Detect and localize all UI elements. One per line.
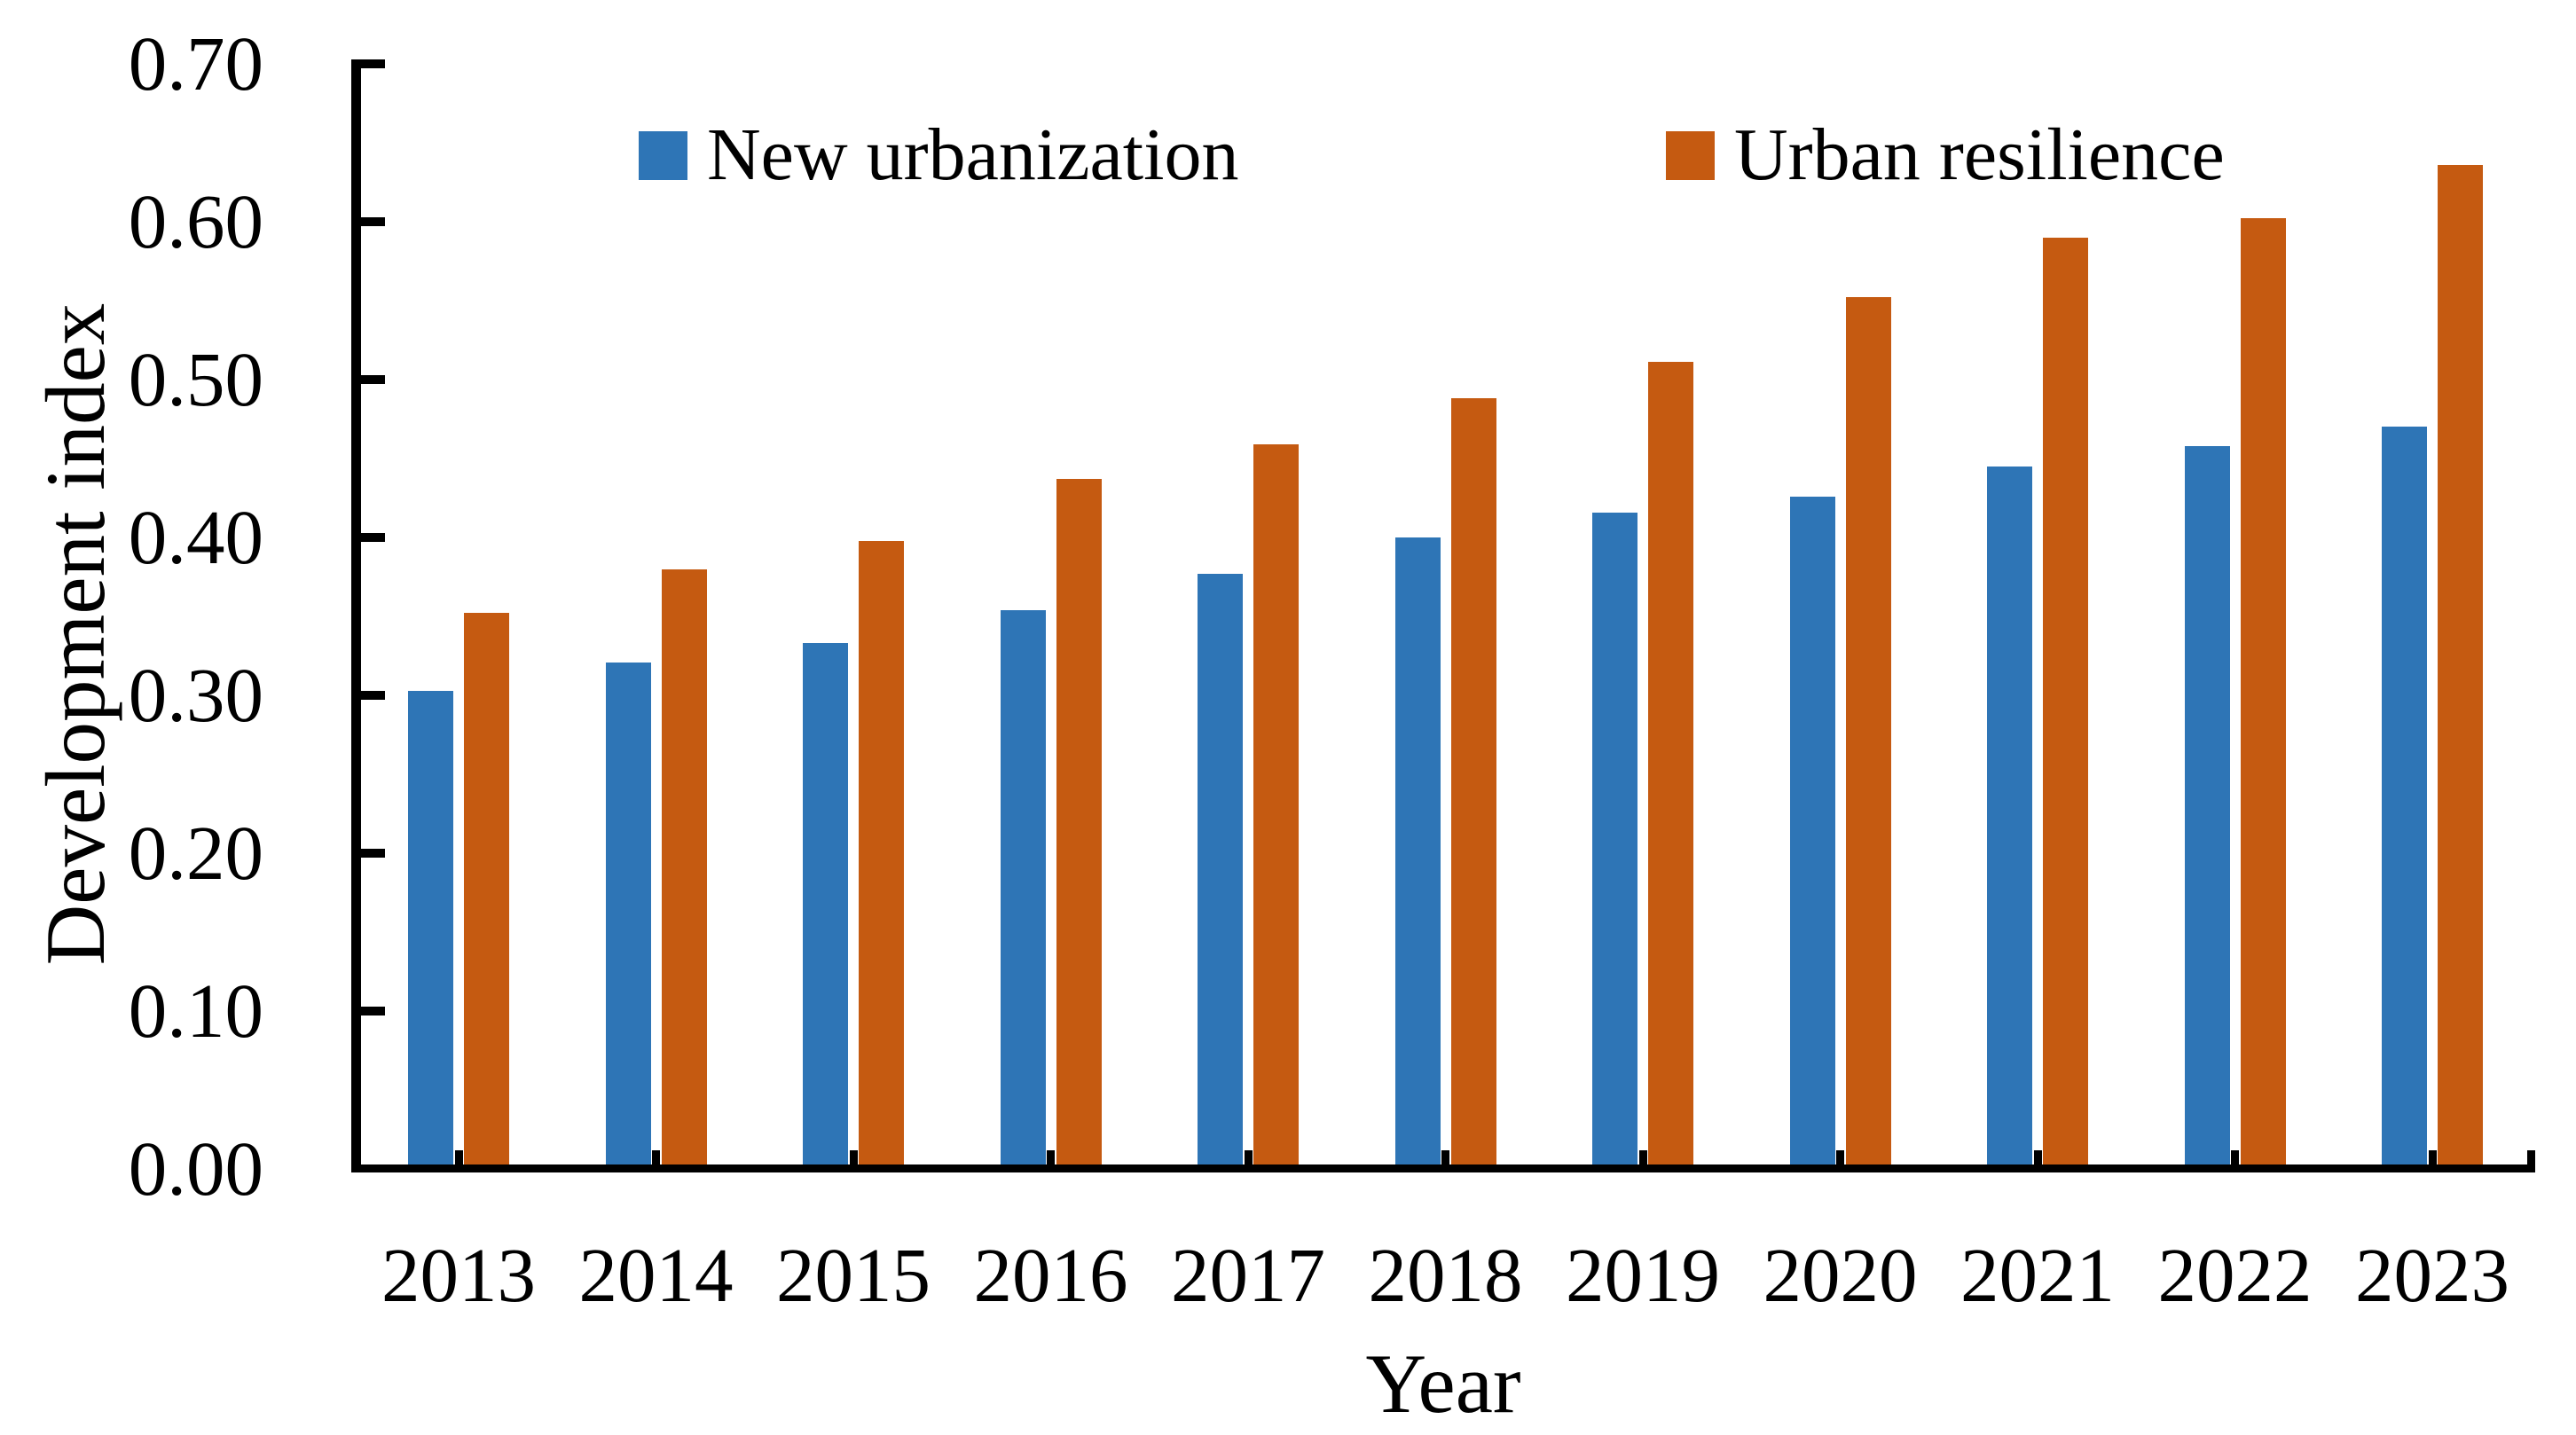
bar-urban-resilience-2014 bbox=[661, 569, 707, 1169]
bar-urban-resilience-2020 bbox=[1845, 297, 1891, 1169]
bar-urban-resilience-2015 bbox=[859, 540, 904, 1169]
bar-urban-resilience-2022 bbox=[2240, 218, 2286, 1169]
bar-new-urbanization-2013 bbox=[408, 690, 453, 1169]
y-axis-tick-0.30 bbox=[361, 691, 385, 700]
legend-swatch-new-urbanization-icon bbox=[639, 130, 687, 180]
y-axis-tick-label-0.00: 0.00 bbox=[128, 1125, 263, 1212]
x-axis-tick-2013 bbox=[454, 1150, 463, 1164]
y-axis-tick-label-0.10: 0.10 bbox=[128, 968, 263, 1054]
bar-urban-resilience-2021 bbox=[2043, 237, 2088, 1169]
y-axis-tick-label-0.20: 0.20 bbox=[128, 810, 263, 896]
bar-new-urbanization-2014 bbox=[605, 662, 651, 1169]
legend-label-new-urbanization: New urbanization bbox=[707, 114, 1239, 196]
x-axis-tick-2017 bbox=[1244, 1150, 1253, 1164]
x-axis-tick-label-2020: 2020 bbox=[1763, 1232, 1918, 1318]
x-axis-tick-2018 bbox=[1441, 1150, 1449, 1164]
bar-new-urbanization-2021 bbox=[1987, 466, 2032, 1169]
bar-urban-resilience-2019 bbox=[1648, 362, 1693, 1169]
y-axis-tick-label-0.50: 0.50 bbox=[128, 336, 263, 422]
x-axis-tick-2020 bbox=[1836, 1150, 1844, 1164]
bar-new-urbanization-2016 bbox=[1000, 609, 1046, 1169]
bar-new-urbanization-2017 bbox=[1198, 573, 1243, 1169]
bar-new-urbanization-2019 bbox=[1592, 512, 1637, 1169]
bar-new-urbanization-2015 bbox=[803, 643, 848, 1169]
x-axis-end-tick bbox=[2527, 1150, 2535, 1172]
bar-urban-resilience-2018 bbox=[1450, 398, 1496, 1169]
legend-swatch-urban-resilience-icon bbox=[1666, 130, 1715, 180]
y-axis-tick-label-0.40: 0.40 bbox=[128, 494, 263, 580]
x-axis-tick-2023 bbox=[2428, 1150, 2437, 1164]
x-axis-tick-label-2018: 2018 bbox=[1368, 1232, 1523, 1318]
bar-new-urbanization-2022 bbox=[2184, 445, 2230, 1169]
x-axis-tick-2015 bbox=[849, 1150, 858, 1164]
x-axis-tick-label-2014: 2014 bbox=[578, 1232, 734, 1318]
y-axis-tick-label-0.30: 0.30 bbox=[128, 652, 263, 738]
bar-new-urbanization-2023 bbox=[2382, 427, 2427, 1169]
x-axis-title: Year bbox=[1365, 1337, 1521, 1431]
y-axis-tick-0.70 bbox=[361, 59, 385, 68]
x-axis-tick-label-2019: 2019 bbox=[1566, 1232, 1720, 1318]
x-axis-tick-label-2016: 2016 bbox=[973, 1232, 1128, 1318]
y-axis-tick-0.40 bbox=[361, 533, 385, 542]
y-axis-tick-0.20 bbox=[361, 849, 385, 858]
y-axis-tick-0.50 bbox=[361, 375, 385, 384]
y-axis-tick-0.10 bbox=[361, 1007, 385, 1015]
bar-urban-resilience-2013 bbox=[464, 613, 509, 1169]
x-axis-tick-2022 bbox=[2231, 1150, 2239, 1164]
x-axis-tick-label-2013: 2013 bbox=[381, 1232, 536, 1318]
legend-item-new-urbanization: New urbanization bbox=[639, 114, 1239, 196]
bar-urban-resilience-2016 bbox=[1056, 479, 1102, 1169]
x-axis-tick-2016 bbox=[1047, 1150, 1055, 1164]
x-axis-tick-label-2015: 2015 bbox=[776, 1232, 931, 1318]
x-axis-tick-label-2021: 2021 bbox=[1960, 1232, 2115, 1318]
x-axis-tick-2021 bbox=[2033, 1150, 2042, 1164]
bar-urban-resilience-2023 bbox=[2438, 164, 2483, 1169]
bar-new-urbanization-2020 bbox=[1789, 496, 1835, 1169]
legend-item-urban-resilience: Urban resilience bbox=[1666, 114, 2225, 196]
y-axis-tick-0.60 bbox=[361, 217, 385, 226]
x-axis-tick-2019 bbox=[1638, 1150, 1647, 1164]
bar-urban-resilience-2017 bbox=[1253, 443, 1299, 1169]
y-axis-tick-label-0.60: 0.60 bbox=[128, 178, 263, 264]
x-axis-tick-label-2023: 2023 bbox=[2355, 1232, 2509, 1318]
x-axis-tick-2014 bbox=[652, 1150, 660, 1164]
y-axis-tick-label-0.70: 0.70 bbox=[128, 20, 263, 106]
x-axis-line bbox=[351, 1164, 2535, 1172]
x-axis-tick-label-2017: 2017 bbox=[1171, 1232, 1325, 1318]
x-axis-tick-label-2022: 2022 bbox=[2157, 1232, 2313, 1318]
y-axis-line bbox=[351, 59, 361, 1172]
legend-label-urban-resilience: Urban resilience bbox=[1734, 114, 2225, 196]
bar-new-urbanization-2018 bbox=[1394, 537, 1441, 1169]
